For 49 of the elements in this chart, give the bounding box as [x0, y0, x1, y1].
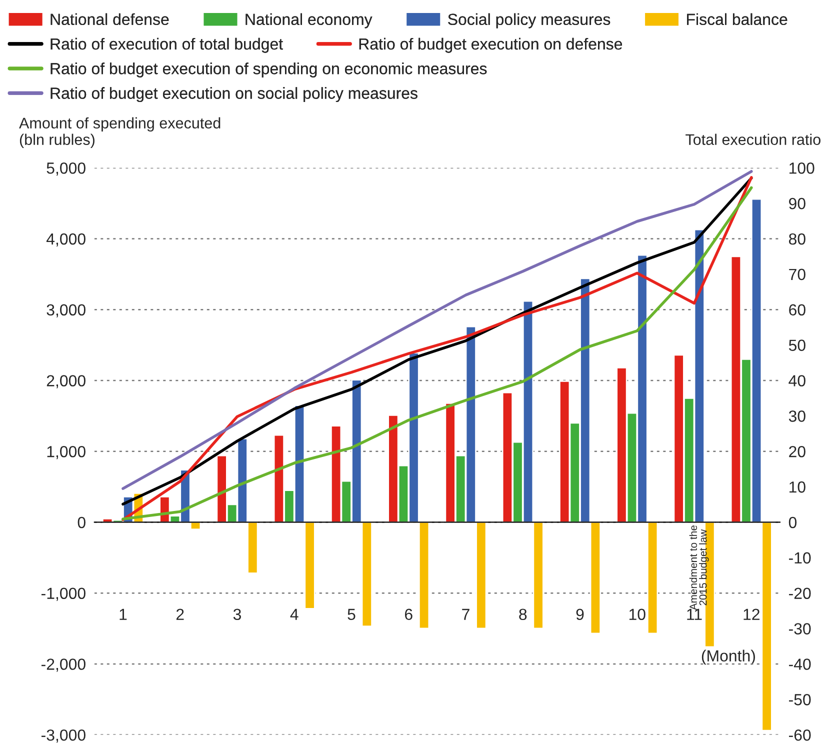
legend-label: Fiscal balance: [687, 13, 788, 26]
legend-label: National economy: [246, 13, 372, 28]
x-tick-label: 6: [404, 608, 412, 620]
y2-tick-label: 60: [789, 304, 806, 316]
y2-tick-label: 90: [789, 198, 806, 210]
y-tick-label: 4,000: [46, 233, 86, 247]
y2-tick-label: 20: [789, 446, 806, 458]
x-axis-title: (Month): [702, 650, 755, 665]
x-tick-label: 9: [576, 608, 584, 620]
legend-label: Ratio of budget execution on defense: [359, 38, 622, 53]
y2-tick-label: 0: [788, 516, 797, 528]
x-tick-label: 2: [176, 608, 184, 620]
legend-label: Ratio of budget execution on social policy measures: [50, 87, 418, 102]
y2-tick-label: 30: [788, 410, 806, 422]
y-tick-label: -3,000: [42, 729, 86, 743]
y2-tick-label: 10: [790, 481, 806, 493]
y2-tick-label: -40: [788, 658, 811, 670]
y2-tick-label: 100: [790, 162, 814, 174]
y2-tick-label: 40: [788, 375, 806, 386]
y-axis-title: Amount of spending executed (bln rubles): [19, 117, 220, 148]
x-tick-label: 8: [519, 608, 527, 620]
x-tick-label: 12: [744, 608, 760, 620]
y2-axis-title: Total execution ratio: [686, 134, 820, 145]
y-tick-label: -1,000: [42, 588, 86, 601]
y2-tick-label: 70: [789, 268, 806, 280]
y2-tick-label: 50: [788, 340, 806, 351]
legend-label: National defense: [50, 13, 169, 26]
y2-tick-label: -30: [788, 623, 811, 634]
y2-tick-label: -20: [788, 588, 811, 600]
legend-label: Ratio of budget execution of spending on economic measures: [50, 62, 487, 78]
legend-label: Ratio of execution of total budget: [50, 38, 283, 53]
x-tick-label: 4: [290, 608, 298, 620]
y-tick-label: -2,000: [42, 658, 86, 672]
legend-label: Social policy measures: [448, 13, 610, 28]
x-tick-label: 3: [233, 608, 241, 620]
y2-tick-label: -50: [788, 694, 811, 706]
y2-tick-label: -60: [788, 729, 811, 741]
x-tick-label: 11: [687, 608, 702, 620]
y-tick-label: 5,000: [46, 162, 86, 176]
x-tick-label: 1: [120, 608, 127, 620]
y-tick-label: 0: [78, 516, 86, 528]
y-tick-label: 3,000: [46, 304, 86, 318]
y-tick-label: 1,000: [47, 446, 86, 460]
x-tick-label: 5: [348, 608, 356, 620]
x-tick-label: 7: [462, 608, 470, 620]
y2-tick-label: -10: [788, 552, 811, 564]
y-tick-label: 2,000: [46, 375, 86, 388]
x-tick-label: 10: [629, 608, 646, 620]
y2-tick-label: 80: [788, 233, 806, 245]
